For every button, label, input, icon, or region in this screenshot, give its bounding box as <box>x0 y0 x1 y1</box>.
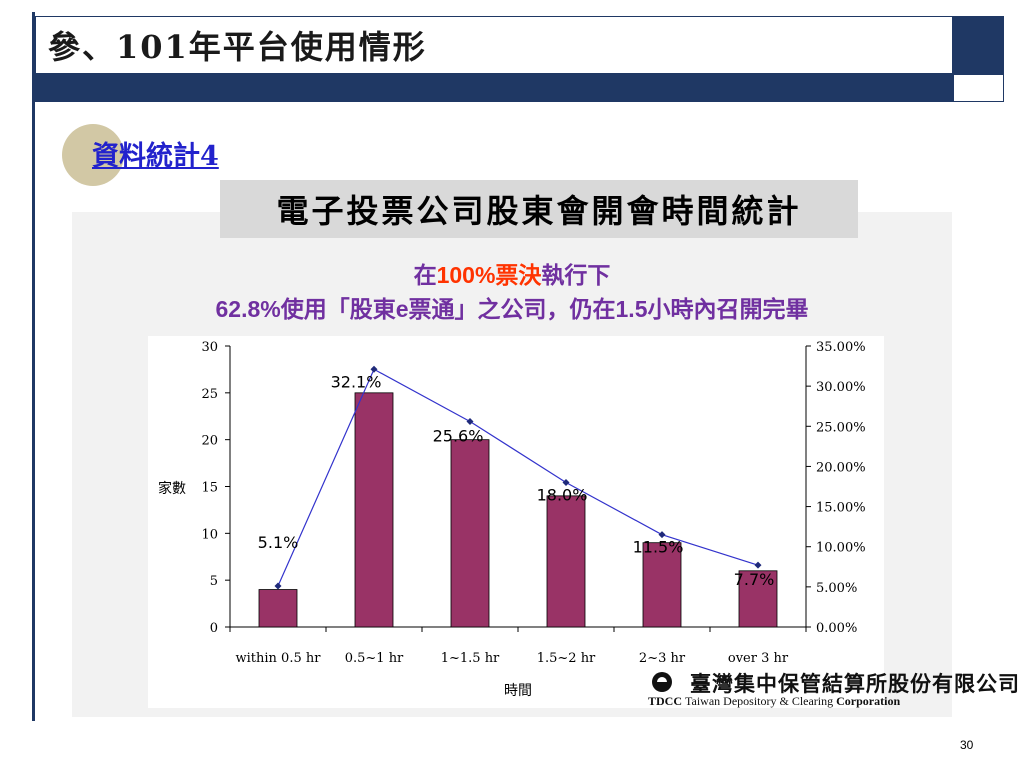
line-point <box>466 417 474 425</box>
percent-line <box>277 368 759 587</box>
subtitle-pre: 在 <box>413 262 437 289</box>
y-axis-title: 家數 <box>158 480 186 497</box>
y-tick-label-left: 20 <box>201 434 218 449</box>
subtitle-highlight-pct: 100% <box>436 262 496 288</box>
title-box <box>35 16 953 74</box>
y-tick-label-right: 25.00% <box>816 420 866 435</box>
header-corner-box <box>953 74 1004 102</box>
slide-title: 參、101年平台使用情形 <box>48 28 427 66</box>
y-tick-label-right: 0.00% <box>816 621 857 636</box>
line-point <box>658 531 666 539</box>
subtitle-line-1: 在100%票決執行下 <box>72 256 952 290</box>
line-point <box>274 582 282 590</box>
logo-english-name: TDCC Taiwan Depository & Clearing Corpor… <box>648 694 900 709</box>
y-tick-label-right: 10.00% <box>816 541 866 556</box>
title-corner-block <box>953 16 1004 74</box>
subtitle-highlight-word: 票決 <box>495 262 542 289</box>
y-tick-label-left: 15 <box>201 481 218 496</box>
data-label: 25.6% <box>433 426 484 445</box>
y-tick-label-right: 20.00% <box>816 460 866 475</box>
bar <box>642 542 682 628</box>
line-point <box>370 365 378 373</box>
y-tick-label-right: 30.00% <box>816 380 866 395</box>
x-tick-label: within 0.5 hr <box>236 651 322 666</box>
y-tick-label-left: 30 <box>201 340 218 355</box>
x-tick-label: 1~1.5 hr <box>441 651 500 666</box>
bar <box>258 589 298 628</box>
header-bar <box>35 74 953 102</box>
bar <box>546 495 586 628</box>
y-tick-label-left: 0 <box>210 621 218 636</box>
logo-english-bold: Corporation <box>836 694 901 708</box>
data-label: 5.1% <box>258 533 299 552</box>
y-tick-label-right: 15.00% <box>816 501 866 516</box>
bar <box>354 392 394 628</box>
data-label: 11.5% <box>633 538 684 557</box>
y-tick-label-right: 5.00% <box>816 581 857 596</box>
section-circle-icon <box>62 124 124 186</box>
x-tick-label: 2~3 hr <box>639 651 686 666</box>
x-axis-title: 時間 <box>504 683 532 699</box>
tdcc-logo: 臺灣集中保管結算所股份有限公司 TDCC Taiwan Depository &… <box>648 668 1019 712</box>
bar <box>738 570 778 628</box>
slide-frame <box>32 12 1004 721</box>
data-label: 32.1% <box>331 372 382 391</box>
logo-chinese-name: 臺灣集中保管結算所股份有限公司 <box>690 671 1020 696</box>
line-point <box>562 478 570 486</box>
x-tick-label: 0.5~1 hr <box>345 651 404 666</box>
x-tick-label: 1.5~2 hr <box>537 651 596 666</box>
section-link[interactable]: 資料統計4 <box>92 141 219 172</box>
data-label: 18.0% <box>537 485 588 504</box>
subtitle-line-2: 62.8%使用「股東e票通」之公司，仍在1.5小時內召開完畢 <box>72 290 952 324</box>
y-tick-label-right: 35.00% <box>816 340 866 355</box>
plot-background <box>148 336 884 708</box>
subtitle-text-3: 小時內召開完畢 <box>647 296 809 323</box>
subtitle-text-2: 票通」之公司，仍在 <box>408 296 616 323</box>
bar <box>450 439 490 628</box>
subtitle-post: 執行下 <box>541 262 611 289</box>
subtitle-pct: 62.8% <box>215 296 281 322</box>
logo-abbr: TDCC <box>648 694 683 708</box>
x-tick-label: over 3 hr <box>728 651 789 666</box>
y-tick-label-left: 5 <box>210 574 218 589</box>
page-number: 30 <box>960 738 974 752</box>
chart-title-box <box>220 180 858 238</box>
logo-english-mid: Taiwan Depository & Clearing <box>685 694 834 708</box>
chart-heading: 電子投票公司股東會開會時間統計 <box>276 192 802 230</box>
data-label: 7.7% <box>734 570 775 589</box>
tdcc-logo-icon <box>652 672 672 692</box>
subtitle-text-1: 使用「股東 <box>280 296 396 323</box>
line-point <box>754 561 762 569</box>
y-tick-label-left: 10 <box>201 527 218 542</box>
subtitle-e: e <box>395 296 409 322</box>
y-tick-label-left: 25 <box>201 387 218 402</box>
subtitle-num: 1.5 <box>615 296 648 322</box>
